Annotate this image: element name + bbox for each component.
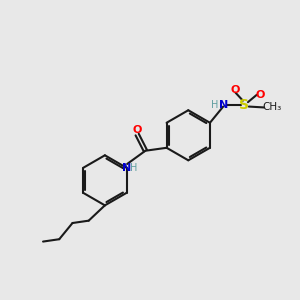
Text: O: O [231,85,240,95]
Text: O: O [255,90,264,100]
Text: S: S [239,98,249,112]
Text: N: N [122,163,131,173]
Text: CH₃: CH₃ [262,103,282,112]
Text: H: H [211,100,219,110]
Text: H: H [130,163,137,173]
Text: N: N [219,100,228,110]
Text: O: O [133,124,142,134]
